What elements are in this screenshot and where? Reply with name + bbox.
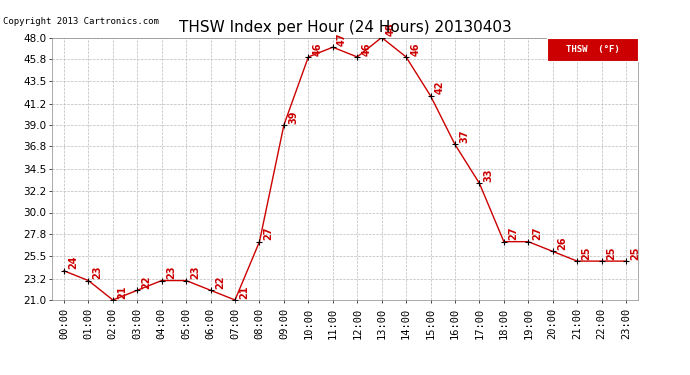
Text: 27: 27 (533, 227, 542, 240)
Text: 25: 25 (606, 246, 615, 260)
Text: 21: 21 (239, 285, 249, 298)
Text: 48: 48 (386, 22, 396, 36)
Text: 23: 23 (190, 266, 200, 279)
Text: Copyright 2013 Cartronics.com: Copyright 2013 Cartronics.com (3, 17, 159, 26)
Text: 23: 23 (166, 266, 176, 279)
Text: 25: 25 (581, 246, 591, 260)
Text: 46: 46 (362, 42, 371, 56)
Title: THSW Index per Hour (24 Hours) 20130403: THSW Index per Hour (24 Hours) 20130403 (179, 20, 511, 35)
Text: 22: 22 (215, 275, 225, 289)
Text: 33: 33 (484, 168, 493, 182)
Text: 47: 47 (337, 32, 347, 46)
Text: 46: 46 (411, 42, 420, 56)
Text: 27: 27 (508, 227, 518, 240)
Text: 22: 22 (141, 275, 151, 289)
Text: 42: 42 (435, 81, 444, 94)
Text: 26: 26 (557, 237, 567, 250)
Text: 37: 37 (459, 129, 469, 143)
Text: 23: 23 (92, 266, 103, 279)
Text: 25: 25 (630, 246, 640, 260)
Text: 46: 46 (313, 42, 322, 56)
Text: 24: 24 (68, 256, 78, 270)
Text: 27: 27 (264, 227, 274, 240)
Text: 21: 21 (117, 285, 127, 298)
Text: 39: 39 (288, 110, 298, 124)
